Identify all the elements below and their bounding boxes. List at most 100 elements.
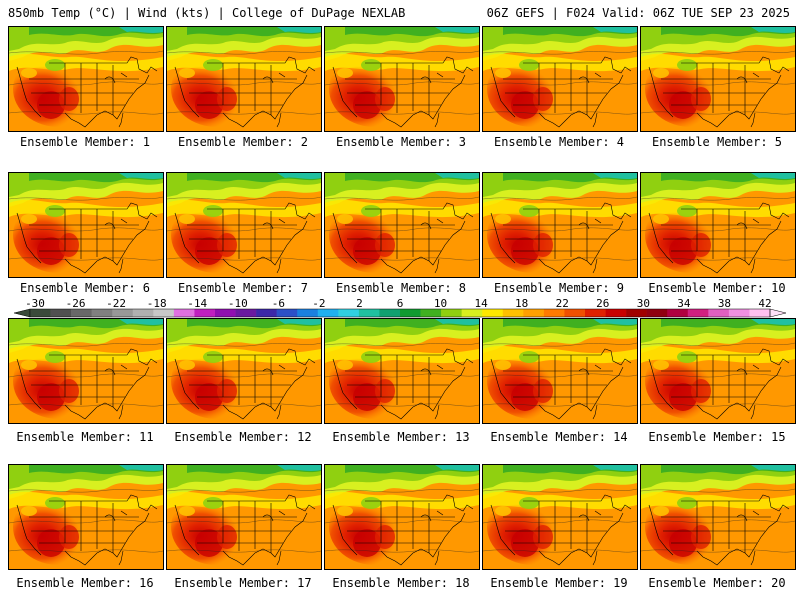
colorbar-swatch — [543, 309, 565, 317]
ensemble-map-panel — [482, 26, 638, 132]
colorbar-swatch — [441, 309, 462, 317]
colorbar-tick-label: 18 — [515, 297, 528, 310]
ensemble-member-label: Ensemble Member: 14 — [490, 430, 628, 444]
colorbar-tick-label: 34 — [677, 297, 691, 310]
colorbar-swatch — [153, 309, 175, 317]
colorbar-swatch — [276, 309, 298, 317]
colorbar-tick-label: 30 — [637, 297, 650, 310]
ensemble-map-panel — [166, 26, 322, 132]
ensemble-map-panel — [640, 26, 796, 132]
ensemble-map-panel — [640, 318, 796, 424]
colorbar-swatch — [667, 309, 689, 317]
ensemble-member-label: Ensemble Member: 12 — [174, 430, 312, 444]
colorbar-swatch — [297, 309, 319, 317]
colorbar-tick-label: 22 — [556, 297, 569, 310]
colorbar-outline — [29, 308, 771, 318]
colorbar-max-arrow — [769, 308, 787, 318]
colorbar-tick-label: 2 — [356, 297, 363, 310]
colorbar-tick-label: -10 — [228, 297, 248, 310]
colorbar-swatch — [400, 309, 421, 317]
colorbar-tick-label: 14 — [474, 297, 488, 310]
colorbar-swatch — [30, 309, 51, 317]
colorbar-min-arrow — [13, 308, 31, 318]
colorbar-swatch — [215, 309, 236, 317]
ensemble-map-panel — [482, 172, 638, 278]
ensemble-map-panel — [324, 464, 480, 570]
valid-time-label: 06Z GEFS | F024 Valid: 06Z TUE SEP 23 20… — [486, 6, 790, 20]
ensemble-map-panel — [640, 464, 796, 570]
colorbar-tick-label: 26 — [596, 297, 609, 310]
ensemble-member-label: Ensemble Member: 8 — [335, 281, 467, 295]
colorbar-tick-label: -14 — [187, 297, 207, 310]
ensemble-member-label: Ensemble Member: 2 — [177, 135, 309, 149]
ensemble-map-panel — [324, 318, 480, 424]
colorbar-tick-label: -22 — [106, 297, 126, 310]
ensemble-map-panel — [324, 26, 480, 132]
colorbar-swatch — [502, 309, 524, 317]
colorbar-swatch — [91, 309, 113, 317]
colorbar-swatch — [317, 309, 339, 317]
colorbar-swatch — [687, 309, 709, 317]
colorbar-swatch — [173, 309, 195, 317]
ensemble-member-label: Ensemble Member: 13 — [332, 430, 470, 444]
ensemble-map-panel — [166, 318, 322, 424]
colorbar-swatch — [420, 309, 442, 317]
ensemble-member-label: Ensemble Member: 19 — [490, 576, 628, 590]
colorbar-swatch — [50, 309, 72, 317]
temperature-colorbar: -30 -26 -22 -18 -14 -10 -6 -2 2 6 10 14 18 22 26 30 34 38… — [13, 297, 787, 318]
ensemble-member-label: Ensemble Member: 10 — [648, 281, 786, 295]
colorbar-tick-label: 42 — [758, 297, 771, 310]
colorbar-swatch — [338, 309, 360, 317]
colorbar-tick-label: -30 — [25, 297, 45, 310]
colorbar-swatch — [379, 309, 401, 317]
ensemble-member-label: Ensemble Member: 7 — [177, 281, 309, 295]
colorbar-swatch — [626, 309, 647, 317]
colorbar-swatch — [585, 309, 606, 317]
colorbar-swatch — [749, 309, 771, 317]
ensemble-map-panel — [482, 318, 638, 424]
colorbar-swatch — [235, 309, 257, 317]
colorbar-swatch — [71, 309, 92, 317]
ensemble-member-label: Ensemble Member: 5 — [651, 135, 783, 149]
ensemble-member-label: Ensemble Member: 18 — [332, 576, 470, 590]
colorbar-tick-label: -26 — [66, 297, 86, 310]
colorbar-swatch — [728, 309, 750, 317]
ensemble-member-label: Ensemble Member: 9 — [493, 281, 625, 295]
ensemble-member-label: Ensemble Member: 3 — [335, 135, 467, 149]
colorbar-swatch — [605, 309, 627, 317]
colorbar-swatch — [358, 309, 380, 317]
ensemble-member-label: Ensemble Member: 11 — [16, 430, 154, 444]
ensemble-member-label: Ensemble Member: 6 — [19, 281, 151, 295]
ensemble-map-panel — [640, 172, 796, 278]
colorbar-swatch — [461, 309, 483, 317]
colorbar-swatch — [646, 309, 668, 317]
colorbar-tick-label: -6 — [272, 297, 285, 310]
ensemble-member-label: Ensemble Member: 16 — [16, 576, 154, 590]
colorbar-swatch — [482, 309, 504, 317]
ensemble-member-label: Ensemble Member: 15 — [648, 430, 786, 444]
ensemble-map-panel — [8, 172, 164, 278]
colorbar-swatch — [523, 309, 545, 317]
ensemble-map-panel — [166, 172, 322, 278]
ensemble-member-label: Ensemble Member: 17 — [174, 576, 312, 590]
ensemble-member-label: Ensemble Member: 4 — [493, 135, 625, 149]
ensemble-map-panel — [166, 464, 322, 570]
colorbar-swatch — [112, 309, 134, 317]
ensemble-map-panel — [482, 464, 638, 570]
colorbar-swatch — [194, 309, 216, 317]
colorbar-tick-label: 10 — [434, 297, 447, 310]
ensemble-member-label: Ensemble Member: 20 — [648, 576, 786, 590]
colorbar-tick-label: -2 — [312, 297, 325, 310]
ensemble-map-panel — [8, 26, 164, 132]
colorbar-tick-label: -18 — [147, 297, 167, 310]
colorbar-swatch — [132, 309, 154, 317]
ensemble-map-panel — [324, 172, 480, 278]
ensemble-member-label: Ensemble Member: 1 — [19, 135, 151, 149]
colorbar-swatch — [564, 309, 586, 317]
ensemble-map-panel — [8, 464, 164, 570]
colorbar-swatch — [708, 309, 730, 317]
map-title: 850mb Temp (°C) | Wind (kts) | College o… — [8, 6, 406, 20]
colorbar-tick-label: 6 — [397, 297, 404, 310]
colorbar-tick-label: 38 — [718, 297, 731, 310]
ensemble-map-panel — [8, 318, 164, 424]
